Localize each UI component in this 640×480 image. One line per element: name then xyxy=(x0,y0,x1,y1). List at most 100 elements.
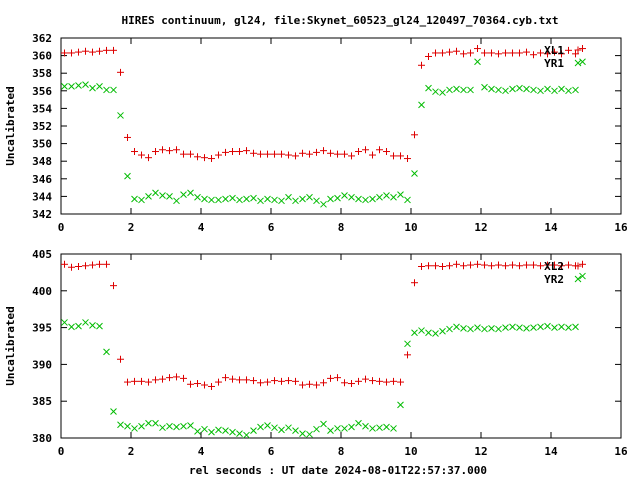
x-tick-label: 6 xyxy=(268,221,275,234)
data-point-XL1 xyxy=(173,146,180,154)
data-point-YR2 xyxy=(222,427,229,434)
data-point-YR1 xyxy=(481,83,488,91)
y-tick-label: 405 xyxy=(32,248,52,261)
data-point-YR1 xyxy=(117,112,124,119)
data-point-YR1 xyxy=(236,196,243,204)
data-point-XL1 xyxy=(376,146,383,154)
data-point-YR2 xyxy=(320,420,327,428)
x-tick-label: 4 xyxy=(198,221,205,234)
data-point-YR1 xyxy=(124,172,131,180)
data-point-XL1 xyxy=(565,46,572,54)
data-point-YR2 xyxy=(103,348,110,356)
data-point-YR1 xyxy=(285,193,292,201)
data-point-YR2 xyxy=(460,324,467,332)
data-point-XL1 xyxy=(159,146,166,154)
data-point-YR1 xyxy=(453,85,460,93)
data-point-XL2 xyxy=(110,282,117,290)
data-point-XL2 xyxy=(180,374,187,382)
data-point-YR2 xyxy=(467,325,474,333)
data-point-XL2 xyxy=(425,262,432,270)
data-point-YR1 xyxy=(467,86,474,94)
data-point-YR2 xyxy=(292,427,299,434)
data-point-XL2 xyxy=(271,377,278,385)
data-point-YR1 xyxy=(201,195,208,203)
data-point-YR2 xyxy=(439,327,446,335)
data-point-XL2 xyxy=(411,279,418,287)
data-point-XL1 xyxy=(341,150,348,158)
data-point-YR1 xyxy=(313,197,320,205)
data-point-YR2 xyxy=(229,428,236,436)
data-point-XL2 xyxy=(159,375,166,383)
data-point-YR2 xyxy=(551,324,558,331)
data-point-YR1 xyxy=(138,196,145,204)
data-point-YR2 xyxy=(313,425,320,433)
data-point-YR2 xyxy=(523,324,530,332)
y-tick-label: 395 xyxy=(32,322,52,335)
y-tick-label: 342 xyxy=(32,208,52,221)
data-point-XL2 xyxy=(432,262,439,270)
data-point-YR1 xyxy=(523,85,530,93)
x-tick-label: 0 xyxy=(58,445,65,458)
data-point-YR2 xyxy=(201,425,208,433)
data-point-YR1 xyxy=(495,86,502,94)
data-point-XL1 xyxy=(446,48,453,56)
data-point-YR1 xyxy=(61,83,68,90)
data-point-YR2 xyxy=(579,272,586,280)
data-point-XL1 xyxy=(89,48,96,56)
data-point-YR2 xyxy=(390,425,397,432)
data-point-XL1 xyxy=(96,47,103,55)
data-point-YR2 xyxy=(327,427,334,434)
data-marks-1 xyxy=(61,45,586,208)
data-point-YR1 xyxy=(432,88,439,96)
data-point-YR1 xyxy=(355,195,362,203)
data-point-XL2 xyxy=(145,378,152,386)
data-point-YR1 xyxy=(110,86,117,94)
x-tick-label: 16 xyxy=(614,221,628,234)
data-point-YR2 xyxy=(96,322,103,330)
data-point-XL2 xyxy=(397,378,404,386)
data-point-YR2 xyxy=(250,427,257,434)
x-tick-label: 4 xyxy=(198,445,205,458)
data-point-YR1 xyxy=(502,87,509,95)
data-point-XL2 xyxy=(173,373,180,381)
data-point-XL1 xyxy=(348,152,355,160)
x-tick-label: 10 xyxy=(404,445,417,458)
data-point-YR2 xyxy=(397,401,404,409)
data-point-XL1 xyxy=(229,148,236,156)
data-point-YR2 xyxy=(89,322,96,329)
plot-frame-2 xyxy=(60,253,622,439)
data-point-XL1 xyxy=(285,151,292,159)
data-point-XL1 xyxy=(257,150,264,158)
y-tick-label: 356 xyxy=(32,85,52,98)
data-point-XL2 xyxy=(292,377,299,385)
data-point-XL1 xyxy=(432,49,439,57)
data-point-YR1 xyxy=(306,193,313,201)
data-point-YR2 xyxy=(509,323,516,331)
data-point-YR2 xyxy=(236,430,243,437)
data-point-YR2 xyxy=(530,324,537,331)
data-point-XL2 xyxy=(96,260,103,268)
data-point-YR2 xyxy=(61,319,68,326)
data-point-XL2 xyxy=(306,380,313,388)
data-point-XL2 xyxy=(460,262,467,270)
data-point-XL2 xyxy=(341,379,348,387)
data-point-YR2 xyxy=(474,324,481,331)
data-point-XL2 xyxy=(516,262,523,270)
data-point-YR1 xyxy=(558,85,565,93)
data-point-XL2 xyxy=(565,261,572,269)
data-point-XL1 xyxy=(124,133,131,141)
data-point-YR1 xyxy=(327,195,334,203)
data-point-XL2 xyxy=(404,351,411,359)
data-point-XL1 xyxy=(467,49,474,57)
legend-marker-XL1 xyxy=(574,46,582,54)
data-point-XL1 xyxy=(551,48,558,56)
data-point-YR2 xyxy=(110,408,117,415)
data-point-XL1 xyxy=(334,150,341,158)
legend-marker-YR2 xyxy=(574,275,582,283)
data-point-YR1 xyxy=(222,195,229,203)
data-point-YR1 xyxy=(243,195,250,203)
data-point-XL1 xyxy=(75,48,82,56)
data-point-YR1 xyxy=(474,58,481,66)
data-point-YR1 xyxy=(173,197,180,205)
data-point-YR1 xyxy=(460,86,467,94)
